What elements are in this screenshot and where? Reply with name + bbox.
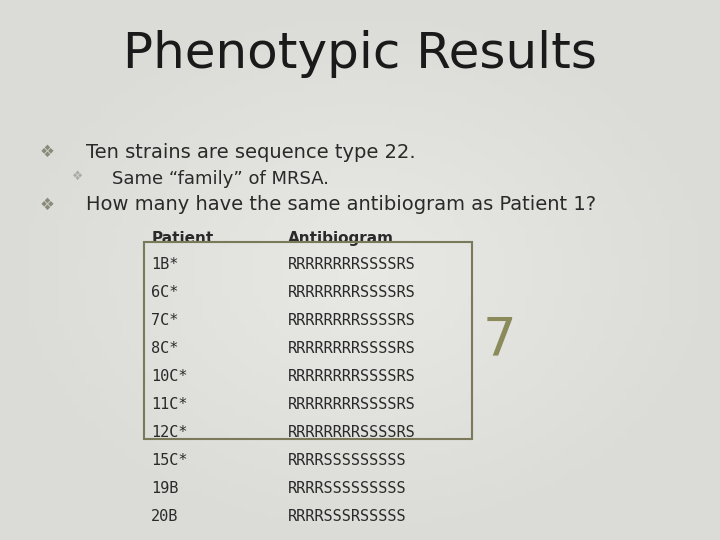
Text: 8C*: 8C* (151, 341, 179, 356)
Text: RRRRSSSSSSSSS: RRRRSSSSSSSSS (288, 481, 407, 496)
Text: Antibiogram: Antibiogram (288, 231, 394, 246)
Text: 15C*: 15C* (151, 453, 188, 468)
Text: RRRRRRRRSSSSRS: RRRRRRRRSSSSRS (288, 369, 415, 384)
Text: 10C*: 10C* (151, 369, 188, 384)
Text: ❖: ❖ (40, 143, 55, 161)
Text: RRRRRRRRSSSSRS: RRRRRRRRSSSSRS (288, 425, 415, 440)
Text: 11C*: 11C* (151, 397, 188, 412)
Text: RRRRRRRRSSSSRS: RRRRRRRRSSSSRS (288, 397, 415, 412)
Text: 7C*: 7C* (151, 313, 179, 328)
Text: 6C*: 6C* (151, 285, 179, 300)
Text: ❖: ❖ (40, 195, 55, 213)
Text: ❖: ❖ (72, 170, 84, 183)
Text: RRRRRRRRSSSSRS: RRRRRRRRSSSSRS (288, 285, 415, 300)
Text: Patient: Patient (151, 231, 213, 246)
Text: 19B: 19B (151, 481, 179, 496)
Text: RRRRRRRRSSSSRS: RRRRRRRRSSSSRS (288, 256, 415, 272)
Text: How many have the same antibiogram as Patient 1?: How many have the same antibiogram as Pa… (86, 195, 597, 214)
Text: RRRRSSSSSSSSS: RRRRSSSSSSSSS (288, 453, 407, 468)
Text: RRRRSSSRSSSSS: RRRRSSSRSSSSS (288, 509, 407, 524)
Text: Phenotypic Results: Phenotypic Results (123, 30, 597, 78)
Text: 20B: 20B (151, 509, 179, 524)
Text: RRRRRRRRSSSSRS: RRRRRRRRSSSSRS (288, 313, 415, 328)
Text: 7: 7 (482, 315, 516, 367)
Text: Same “family” of MRSA.: Same “family” of MRSA. (112, 170, 328, 188)
Text: Ten strains are sequence type 22.: Ten strains are sequence type 22. (86, 143, 416, 162)
Text: 12C*: 12C* (151, 425, 188, 440)
Text: RRRRRRRRSSSSRS: RRRRRRRRSSSSRS (288, 341, 415, 356)
Text: 1B*: 1B* (151, 256, 179, 272)
